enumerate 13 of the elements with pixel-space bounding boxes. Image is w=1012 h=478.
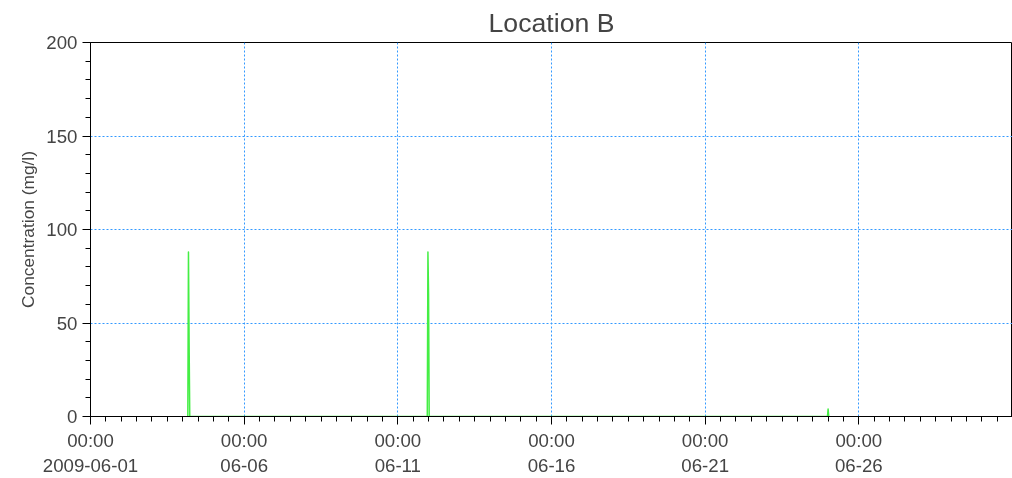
y-tick-label: 50: [56, 312, 78, 334]
x-tick-label: 00:00 06-16: [527, 429, 576, 476]
y-axis-title: Concentration (mg/l): [18, 151, 39, 308]
x-tick-label: 00:00 06-26: [834, 429, 883, 476]
chart-title: Location B: [488, 7, 615, 38]
y-tick-label: 100: [46, 219, 78, 240]
x-tick-label: 00:00 06-11: [374, 429, 422, 476]
x-tick-label: 00:00 06-06: [220, 429, 269, 476]
x-tick-label: 00:00 06-21: [681, 429, 730, 476]
y-tick-label: 200: [46, 32, 78, 53]
y-tick-label: 150: [46, 125, 78, 147]
y-tick-label: 0: [67, 406, 78, 427]
x-tick-label: 00:00 2009-06-01: [42, 429, 139, 476]
